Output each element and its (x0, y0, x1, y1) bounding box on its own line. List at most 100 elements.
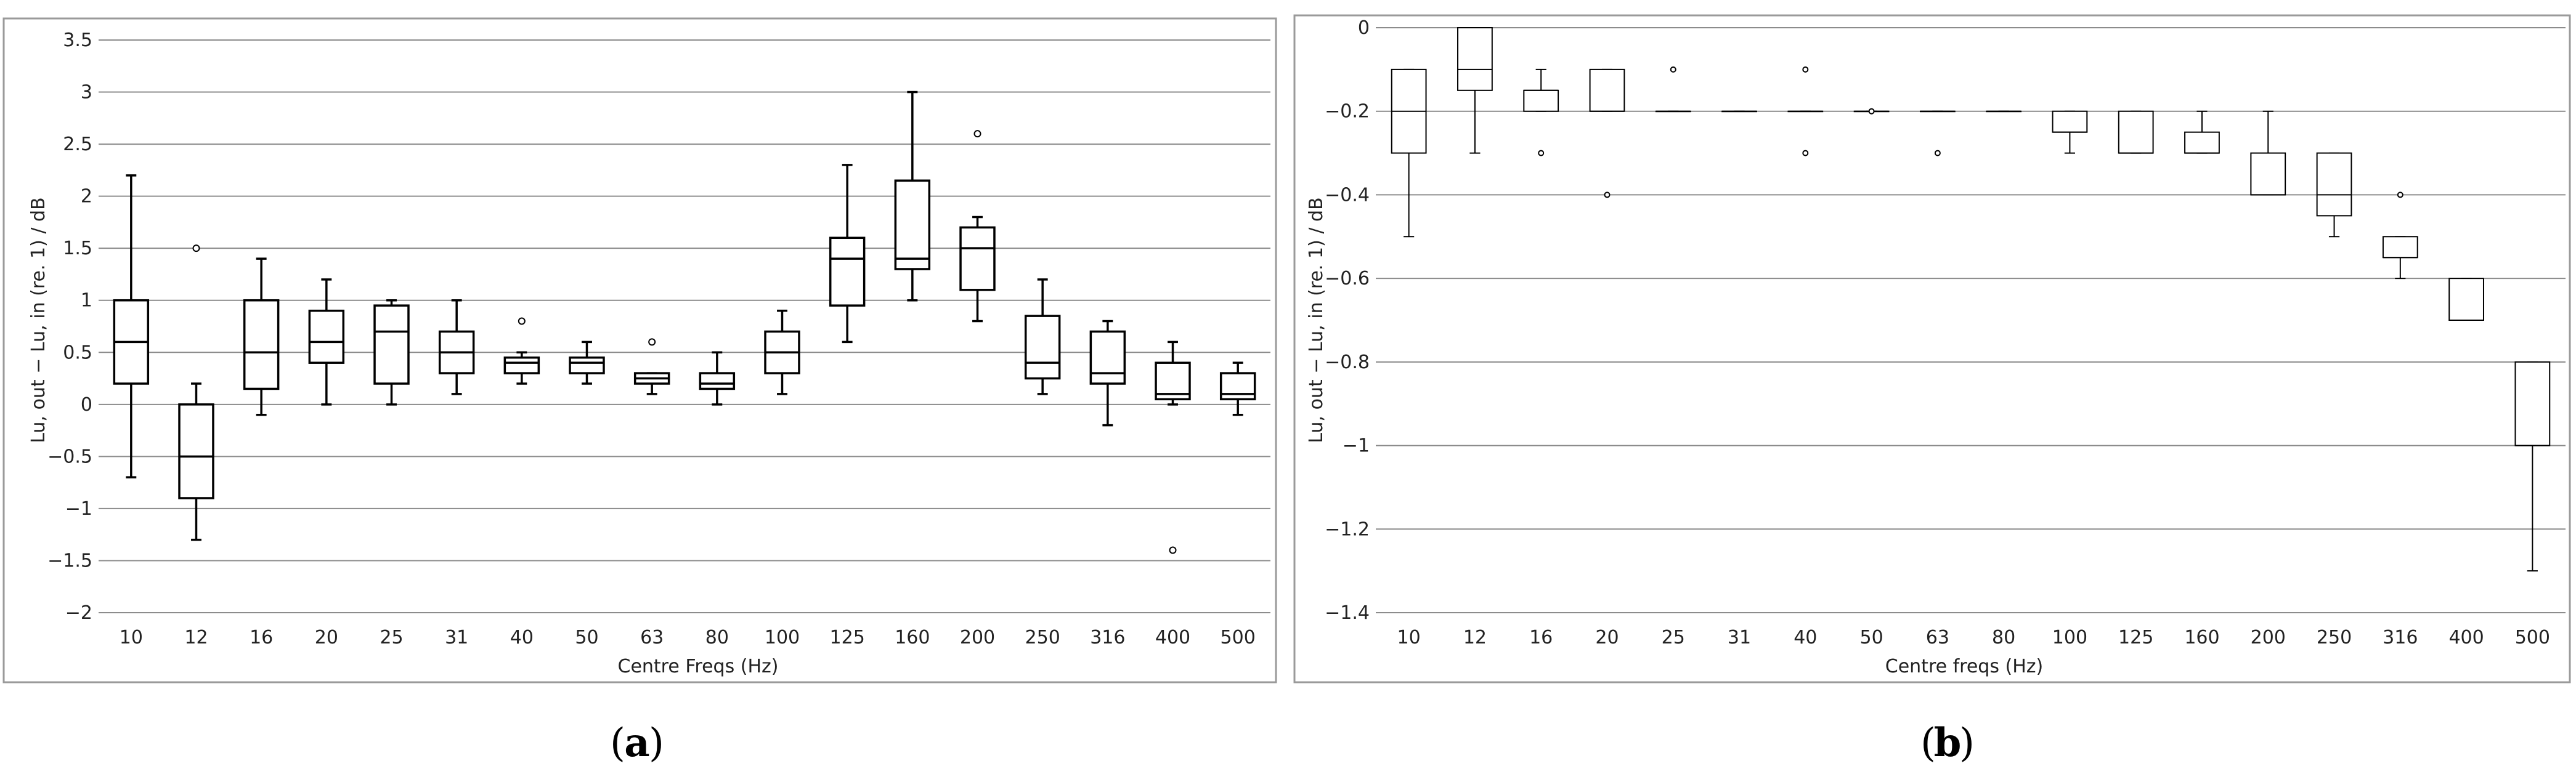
chart-b-box-12 (1457, 27, 1493, 154)
chart-a-x-tick: 125 (830, 627, 865, 648)
chart-b-x-tick: 31 (1728, 627, 1751, 648)
box-iqr (308, 309, 345, 364)
chart-a-box-160 (894, 91, 931, 302)
chart-b-box-400 (2448, 278, 2484, 321)
chart-a-box-400 (1155, 341, 1191, 554)
chart-b-boxes (1391, 27, 2551, 572)
chart-a-y-tick: 3.5 (63, 30, 92, 51)
chart-a-x-tick: 400 (1155, 627, 1190, 648)
chart-b-x-tick: 50 (1859, 627, 1883, 648)
chart-a-y-axis-title: Lu, out − Lu, in (re. 1) / dB (28, 197, 49, 443)
svg-text:(: ( (610, 720, 625, 766)
chart-b-x-tick: 12 (1463, 627, 1487, 648)
chart-a-boxes (113, 91, 1256, 554)
outlier-point (192, 244, 200, 252)
chart-b-x-tick: 40 (1794, 627, 1817, 648)
chart-b-x-tick: 100 (2052, 627, 2087, 648)
chart-a-box-200 (959, 130, 996, 323)
box-iqr (1024, 315, 1061, 380)
svg-text:): ) (649, 720, 664, 766)
chart-b-x-tick: 160 (2184, 627, 2219, 648)
chart-b-box-100 (2052, 110, 2088, 154)
chart-b-box-160 (2184, 110, 2220, 154)
box-iqr (699, 372, 736, 390)
chart-a-x-tick: 31 (445, 627, 468, 648)
box-iqr (2316, 152, 2352, 217)
chart-b-x-tick: 16 (1529, 627, 1553, 648)
chart-a-x-tick: 80 (705, 627, 729, 648)
chart-a-x-tick: 160 (895, 627, 930, 648)
box-iqr (1089, 330, 1126, 385)
outlier-point (1802, 150, 1809, 156)
chart-b-y-tick: −1.2 (1325, 518, 1370, 540)
panel-b-label: ( b ) (1920, 720, 1975, 766)
chart-b-y-tick: 0 (1358, 17, 1370, 39)
chart-a-x-tick: 50 (575, 627, 598, 648)
chart-a-box-40 (503, 317, 540, 385)
chart-a-y-tick: 2.5 (63, 134, 92, 155)
chart-a-box-31 (438, 299, 475, 395)
chart-a-x-tick: 10 (120, 627, 143, 648)
chart-b-box-40 (1787, 66, 1824, 156)
box-iqr (2052, 110, 2088, 133)
chart-b-y-tick: −0.4 (1325, 184, 1370, 206)
chart-b-box-125 (2118, 110, 2154, 154)
outlier-point (2397, 191, 2403, 198)
chart-a-box-100 (764, 309, 800, 395)
box-iqr (1589, 68, 1625, 112)
chart-a-y-tick: 2 (81, 186, 92, 208)
chart-b-box-25 (1655, 66, 1691, 113)
chart-a-x-tick: 63 (640, 627, 664, 648)
box-iqr (2382, 236, 2418, 259)
chart-b-y-axis-title: Lu, out − Lu, in (re. 1) / dB (1306, 197, 1327, 443)
outlier-point (648, 338, 656, 346)
chart-a-box-63 (633, 338, 670, 395)
chart-b-gridlines (1376, 27, 2566, 613)
outlier-point (973, 130, 981, 138)
svg-text:(: ( (1920, 720, 1936, 766)
chart-b-x-tick: 250 (2317, 627, 2352, 648)
outlier-point (1868, 108, 1875, 115)
chart-b-box-10 (1391, 68, 1427, 238)
chart-b-y-tick: −0.8 (1325, 352, 1370, 373)
chart-b-x-tick: 80 (1992, 627, 2015, 648)
chart-a-x-tick: 12 (184, 627, 208, 648)
chart-b-x-tick: 316 (2383, 627, 2418, 648)
chart-a-x-tick: 250 (1025, 627, 1060, 648)
outlier-point (1604, 191, 1611, 198)
chart-b-x-tick: 25 (1662, 627, 1685, 648)
outlier-point (1802, 66, 1809, 73)
chart-a-y-tick: 1 (81, 290, 92, 312)
chart-a-box-16 (243, 257, 280, 416)
chart-b-box-63 (1919, 110, 1956, 156)
chart-b-box-250 (2316, 152, 2352, 238)
chart-a-box-10 (113, 174, 150, 478)
panel-b-letter: b (1934, 720, 1962, 766)
chart-a-box-250 (1024, 278, 1061, 395)
chart-a-x-tick-labels: 10 12 16 20 25 31 40 50 63 80 100 125 160 200 250 316 40… (120, 627, 1256, 648)
outlier-point (1169, 546, 1177, 554)
chart-a-box-20 (308, 278, 345, 406)
chart-a-box-80 (699, 351, 736, 406)
chart-b-box-31 (1721, 110, 1757, 113)
chart-b-x-tick: 500 (2515, 627, 2550, 648)
panel-a-letter: a (624, 720, 649, 766)
box-iqr (243, 299, 280, 390)
chart-b-x-tick: 200 (2251, 627, 2286, 648)
chart-b-frame (1293, 14, 2571, 683)
chart-b-x-tick: 10 (1397, 627, 1421, 648)
chart-b-box-80 (1986, 110, 2022, 113)
chart-panel-a: 3.5 3 2.5 2 1.5 1 0.5 0 −0.5 −1 −1.5 −2 10 12 16 20 25 3… (2, 17, 1277, 683)
box-iqr (829, 236, 866, 307)
box-iqr (959, 226, 996, 291)
svg-text:): ) (1959, 720, 1975, 766)
chart-a-x-tick: 40 (510, 627, 534, 648)
chart-b-box-500 (2514, 361, 2551, 572)
chart-a-x-tick: 25 (380, 627, 403, 648)
box-iqr (503, 356, 540, 374)
box-iqr (2514, 361, 2551, 446)
outlier-point (1670, 66, 1676, 73)
outlier-point (1934, 150, 1941, 156)
chart-b-y-tick-labels: 0 −0.2 −0.4 −0.6 −0.8 −1 −1.2 −1.4 (1325, 17, 1370, 624)
chart-b-y-tick: −1 (1343, 435, 1370, 457)
